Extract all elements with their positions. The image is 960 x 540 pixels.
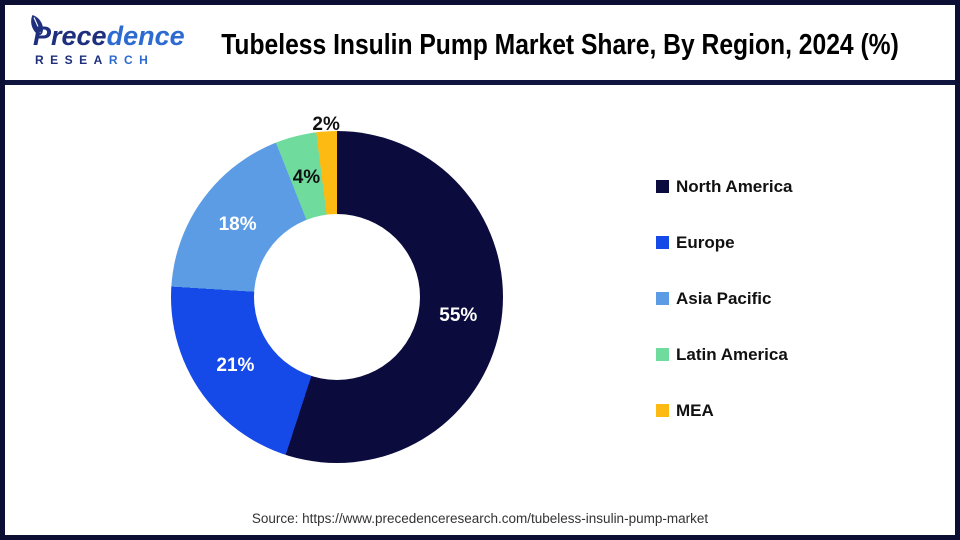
source-note: Source: https://www.precedenceresearch.c… — [251, 511, 709, 526]
legend-label: Latin America — [676, 344, 788, 364]
legend-swatch-north-america — [656, 179, 669, 193]
legend-swatch-mea — [656, 403, 669, 417]
slice-value-label-north-america: 55% — [439, 305, 478, 327]
precedence-research-logo: Precedence RESEARCH — [23, 15, 203, 73]
legend-label: North America — [676, 176, 793, 196]
logo-brand-text: Precedence — [33, 23, 185, 50]
legend-label: Europe — [676, 232, 735, 252]
donut-hole — [254, 214, 420, 380]
logo-brand-part2: dence — [106, 21, 185, 51]
logo-brand-part1: Prece — [33, 21, 107, 51]
legend-item-europe: Europe — [656, 228, 793, 256]
legend-swatch-latin-america — [656, 347, 669, 361]
legend: North America Europe Asia Pacific Latin … — [656, 172, 793, 452]
legend-label: Asia Pacific — [676, 288, 772, 308]
legend-item-asia-pacific: Asia Pacific — [656, 284, 793, 312]
slice-value-label-mea: 2% — [312, 113, 340, 135]
header: Precedence RESEARCH Tubeless Insulin Pum… — [5, 5, 955, 80]
slice-value-label-latin-america: 4% — [292, 167, 321, 189]
legend-swatch-europe — [656, 235, 669, 249]
slice-value-label-europe: 21% — [216, 355, 255, 377]
legend-item-latin-america: Latin America — [656, 340, 793, 368]
legend-item-north-america: North America — [656, 172, 793, 200]
header-divider — [5, 80, 955, 85]
leaf-icon — [31, 15, 43, 36]
logo-sub-part1: RESEA — [35, 53, 109, 67]
logo-sub-part2: RCH — [108, 53, 155, 67]
logo-subtitle-text: RESEARCH — [35, 54, 154, 66]
slice-value-label-asia-pacific: 18% — [218, 213, 257, 235]
legend-swatch-asia-pacific — [656, 291, 669, 305]
page-title: Tubeless Insulin Pump Market Share, By R… — [221, 29, 899, 61]
legend-item-mea: MEA — [656, 396, 793, 424]
legend-label: MEA — [676, 400, 714, 420]
